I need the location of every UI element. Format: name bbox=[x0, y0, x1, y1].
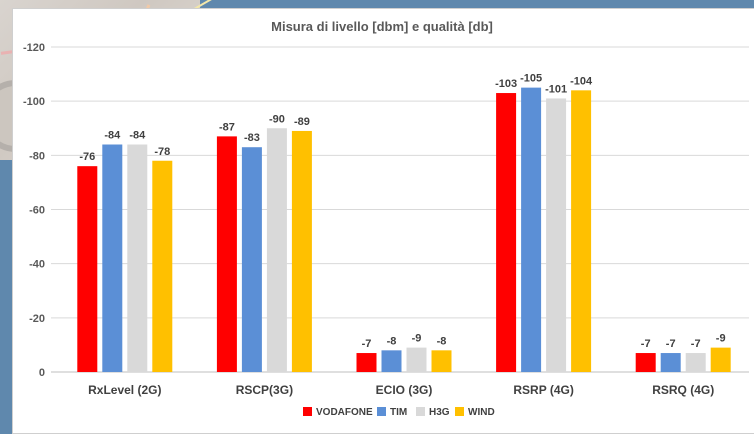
legend-swatch bbox=[377, 407, 386, 416]
x-category-label: ECIO (3G) bbox=[376, 383, 433, 397]
x-category-label: RSCP(3G) bbox=[236, 383, 293, 397]
y-tick-label: -40 bbox=[29, 259, 45, 271]
bar-vodafone[interactable] bbox=[77, 166, 98, 372]
data-label: -84 bbox=[129, 130, 146, 142]
data-label: -7 bbox=[691, 338, 701, 350]
bar-h3g[interactable] bbox=[406, 347, 427, 372]
y-tick-label: -100 bbox=[23, 96, 45, 108]
x-category-label: RxLevel (2G) bbox=[88, 383, 161, 397]
bar-tim[interactable] bbox=[660, 353, 681, 372]
bar-tim[interactable] bbox=[521, 87, 542, 372]
chart-title: Misura di livello [dbm] e qualità [db] bbox=[271, 19, 493, 34]
data-label: -8 bbox=[387, 335, 397, 347]
data-label: -78 bbox=[154, 146, 170, 158]
data-label: -89 bbox=[294, 116, 310, 128]
y-tick-label: -20 bbox=[29, 313, 45, 325]
bar-wind[interactable] bbox=[710, 347, 731, 372]
chart-panel[interactable]: Misura di livello [dbm] e qualità [db] 0… bbox=[12, 8, 754, 434]
x-category-label: RSRP (4G) bbox=[513, 383, 573, 397]
bar-h3g[interactable] bbox=[127, 144, 148, 373]
bar-tim[interactable] bbox=[381, 350, 402, 372]
bar-vodafone[interactable] bbox=[356, 353, 377, 372]
data-label: -7 bbox=[666, 338, 676, 350]
data-label: -84 bbox=[104, 130, 121, 142]
bar-tim[interactable] bbox=[241, 147, 262, 372]
bar-h3g[interactable] bbox=[266, 128, 287, 372]
data-label: -9 bbox=[412, 333, 422, 345]
y-tick-label: -60 bbox=[29, 205, 45, 217]
data-label: -101 bbox=[545, 83, 567, 95]
data-label: -105 bbox=[520, 73, 542, 85]
bar-wind[interactable] bbox=[431, 350, 452, 372]
data-label: -90 bbox=[269, 113, 285, 125]
legend-swatch bbox=[303, 407, 312, 416]
data-label: -7 bbox=[362, 338, 372, 350]
bar-h3g[interactable] bbox=[546, 98, 567, 372]
y-tick-label: -120 bbox=[23, 42, 45, 54]
legend-label: VODAFONE bbox=[316, 407, 373, 418]
legend-label: WIND bbox=[468, 407, 495, 418]
data-label: -7 bbox=[641, 338, 651, 350]
bar-h3g[interactable] bbox=[685, 353, 706, 372]
x-category-label: RSRQ (4G) bbox=[652, 383, 714, 397]
bar-chart: Misura di livello [dbm] e qualità [db] 0… bbox=[23, 19, 749, 418]
bar-vodafone[interactable] bbox=[216, 136, 237, 372]
legend-swatch bbox=[416, 407, 425, 416]
data-label: -87 bbox=[219, 121, 235, 133]
bar-vodafone[interactable] bbox=[496, 93, 517, 373]
legend-swatch bbox=[455, 407, 464, 416]
bar-wind[interactable] bbox=[291, 130, 312, 372]
data-label: -8 bbox=[437, 335, 447, 347]
legend-label: H3G bbox=[429, 407, 450, 418]
data-label: -103 bbox=[495, 78, 517, 90]
legend-label: TIM bbox=[390, 407, 407, 418]
data-label: -83 bbox=[244, 132, 260, 144]
bar-tim[interactable] bbox=[102, 144, 123, 373]
data-label: -104 bbox=[570, 75, 593, 87]
bar-wind[interactable] bbox=[571, 90, 592, 372]
data-label: -9 bbox=[716, 333, 726, 345]
bar-vodafone[interactable] bbox=[635, 353, 656, 372]
bar-wind[interactable] bbox=[152, 160, 173, 372]
data-label: -76 bbox=[79, 151, 95, 163]
y-tick-label: 0 bbox=[39, 367, 45, 379]
y-tick-label: -80 bbox=[29, 150, 45, 162]
